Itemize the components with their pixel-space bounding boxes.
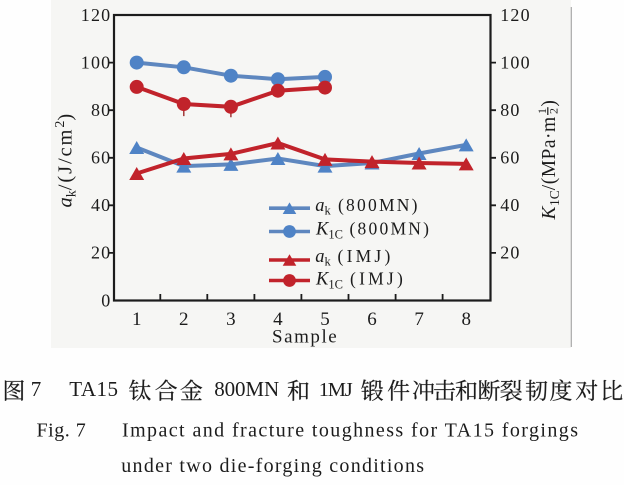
svg-text:3: 3 (226, 309, 236, 330)
svg-text:1MJ: 1MJ (319, 379, 353, 401)
svg-text:100: 100 (500, 52, 531, 72)
svg-text:ak: ak (315, 247, 331, 269)
svg-text:8: 8 (461, 309, 471, 330)
svg-text:6: 6 (367, 309, 377, 330)
svg-text:1: 1 (132, 309, 142, 330)
svg-text:ak/(J/cm2): ak/(J/cm2) (53, 114, 80, 208)
svg-text:0: 0 (101, 290, 111, 310)
svg-text:120: 120 (81, 5, 112, 25)
svg-text:4: 4 (273, 309, 283, 330)
svg-text:): ) (539, 100, 560, 107)
svg-text:under two die-forging conditio: under two die-forging conditions (121, 455, 424, 477)
svg-text:80: 80 (91, 100, 111, 120)
svg-text:60: 60 (91, 148, 111, 168)
svg-text:60: 60 (500, 148, 520, 168)
svg-text:20: 20 (91, 243, 111, 263)
svg-text:7: 7 (414, 309, 424, 330)
svg-text:Sample: Sample (272, 327, 337, 348)
svg-text:40: 40 (91, 195, 111, 215)
svg-text:(IMJ): (IMJ) (338, 246, 391, 266)
svg-text:ak: ak (315, 196, 331, 218)
svg-text:800MN: 800MN (214, 377, 279, 401)
svg-text:1: 1 (535, 108, 549, 114)
svg-text:K1C: K1C (315, 270, 343, 292)
svg-text:80: 80 (500, 100, 520, 120)
svg-text:7: 7 (31, 377, 42, 401)
svg-text:120: 120 (500, 5, 531, 25)
svg-text:Impact and fracture toughness: Impact and fracture toughness for TA15 f… (122, 419, 578, 441)
svg-text:2: 2 (547, 108, 561, 114)
svg-text:40: 40 (500, 195, 520, 215)
svg-text:2: 2 (179, 309, 189, 330)
svg-text:TA15: TA15 (69, 377, 118, 401)
svg-text:Fig. 7: Fig. 7 (37, 419, 86, 441)
svg-text:5: 5 (320, 309, 330, 330)
svg-text:20: 20 (500, 243, 520, 263)
svg-text:K1C: K1C (315, 220, 343, 242)
svg-text:K1C/(MPa·m: K1C/(MPa·m (539, 116, 562, 220)
svg-text:(IMJ): (IMJ) (350, 269, 403, 289)
svg-text:100: 100 (81, 52, 112, 72)
